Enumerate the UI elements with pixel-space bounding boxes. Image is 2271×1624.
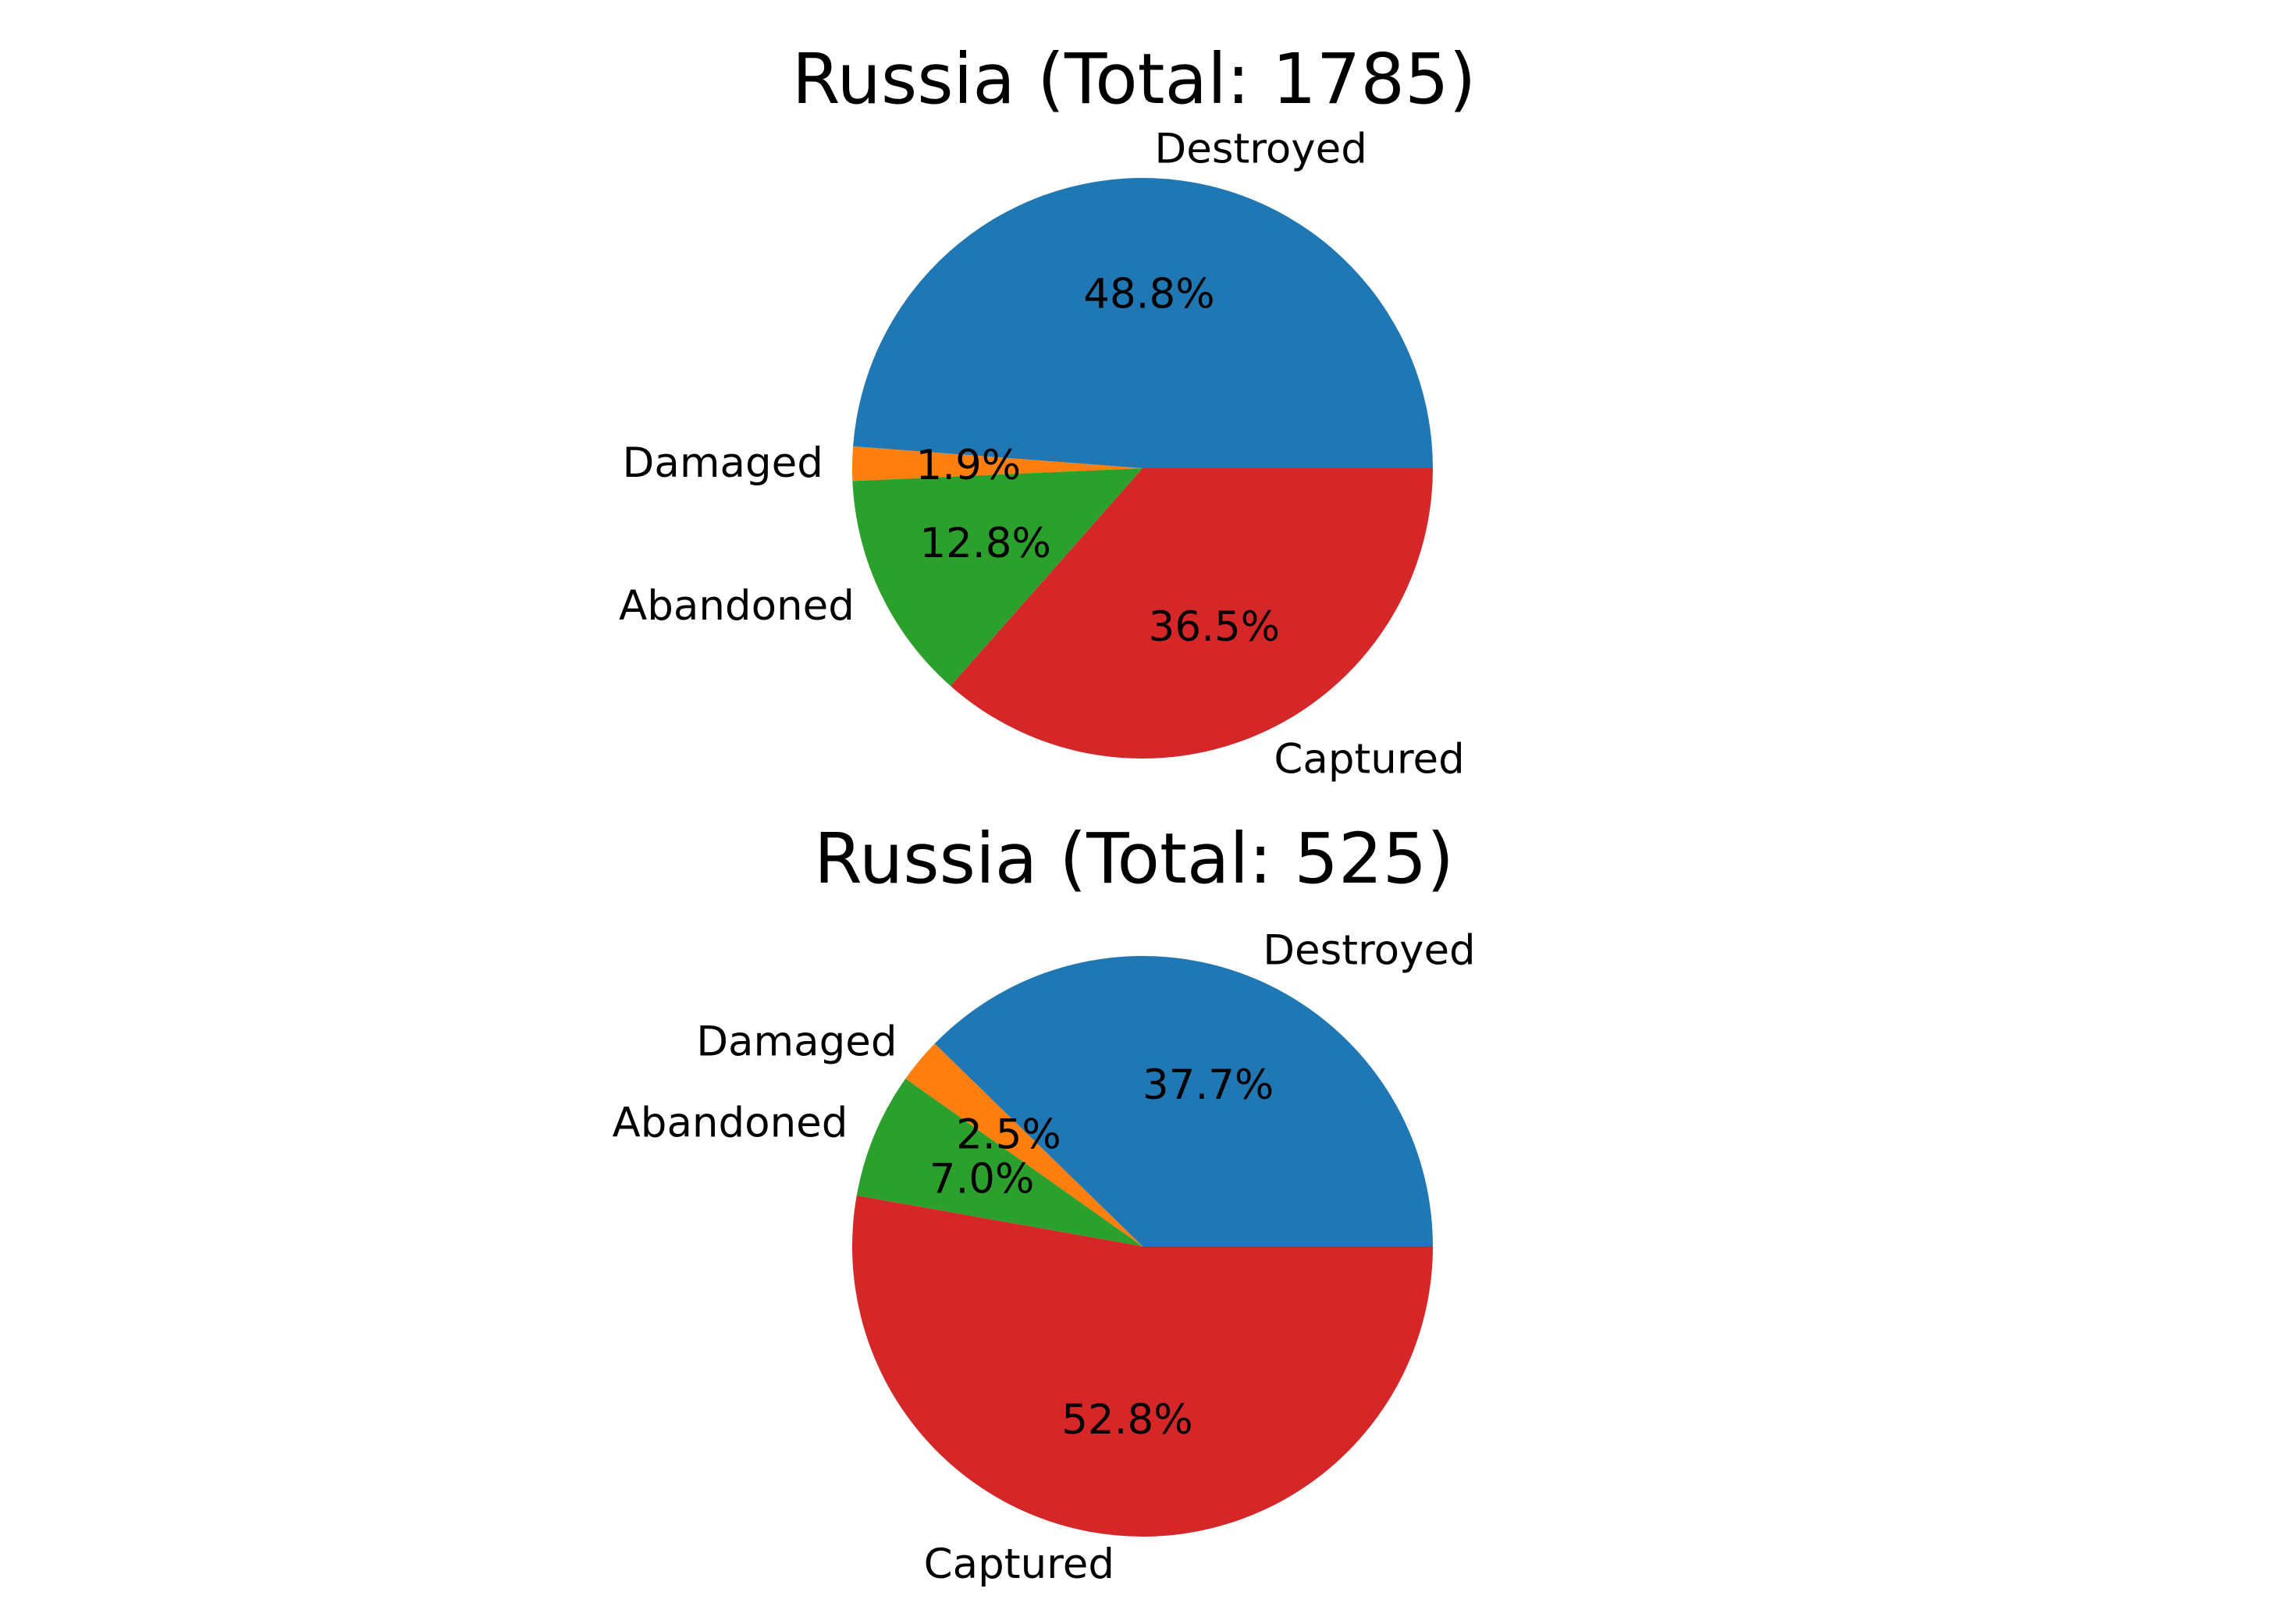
chart-2-label-captured: Captured [924, 1540, 1114, 1588]
chart-1-slice-captured [950, 468, 1433, 759]
chart-2-pct-label-destroyed: 37.7% [1143, 1061, 1274, 1109]
chart-1-labels: 48.8% Destroyed 1.9% Damaged 12.8% Abandoned 3… [619, 126, 1465, 784]
chart-1-label-abandoned: Abandoned [619, 582, 855, 630]
chart-1-pct-label-captured: 36.5% [1149, 603, 1280, 651]
chart-1-pct-label-abandoned: 12.8% [919, 520, 1050, 567]
chart-2-slice-destroyed [934, 955, 1433, 1246]
chart-2-label-destroyed: Destroyed [1263, 926, 1475, 974]
chart-2-slice-abandoned [856, 1079, 1143, 1246]
chart-1-title: Russia (Total: 1785) [792, 38, 1477, 119]
chart-2-pct-label-captured: 52.8% [1061, 1396, 1192, 1444]
chart-1-label-captured: Captured [1274, 735, 1464, 783]
chart-2-slice-damaged [905, 1043, 1143, 1246]
chart-1-label-destroyed: Destroyed [1154, 126, 1367, 173]
chart-2-pct-label-damaged: 2.5% [956, 1111, 1061, 1159]
chart-2-label-damaged: Damaged [696, 1018, 897, 1066]
chart-1-slice-damaged [852, 446, 1143, 482]
chart-1-slice-destroyed [853, 178, 1433, 469]
chart-2-slice-captured [852, 1195, 1433, 1537]
chart-2-slices [852, 955, 1433, 1537]
chart-2-pct-label-abandoned: 7.0% [929, 1155, 1035, 1203]
chart-1-label-damaged: Damaged [623, 439, 823, 487]
pie-chart-1: Russia (Total: 1785) 48.8% Destroyed 1.9% D… [619, 38, 1476, 783]
chart-1-slices [852, 178, 1433, 759]
chart-2-title: Russia (Total: 525) [814, 818, 1454, 899]
chart-1-pct-label-damaged: 1.9% [916, 442, 1022, 489]
chart-2-labels: 37.7% Destroyed 2.5% Damaged 7.0% Abandoned 52… [613, 926, 1476, 1588]
pie-chart-2: Russia (Total: 525) 37.7% Destroyed 2.5% Da… [613, 818, 1476, 1588]
chart-1-slice-abandoned [852, 468, 1143, 687]
chart-2-label-abandoned: Abandoned [613, 1100, 848, 1147]
chart-1-pct-label-destroyed: 48.8% [1083, 270, 1214, 318]
